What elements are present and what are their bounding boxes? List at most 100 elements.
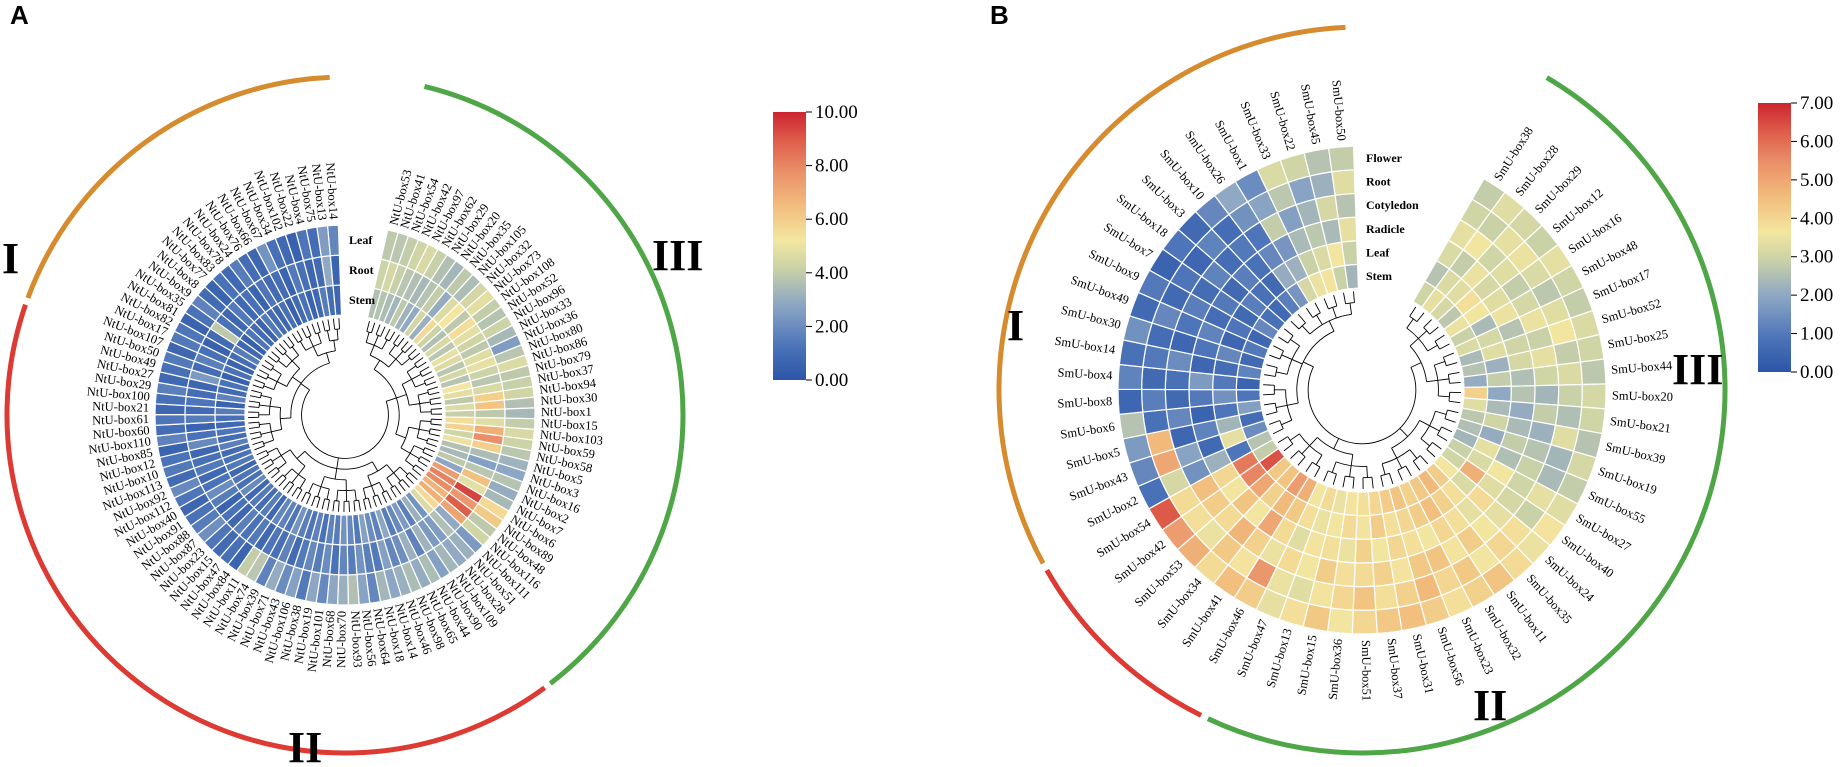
heatmap-cell-smu-box20-cotyledon <box>1533 384 1560 406</box>
tree-node-a <box>426 438 429 444</box>
heatmap-cell-smu-box8-cotyledon <box>1164 388 1191 411</box>
tree-branch-a <box>291 486 299 497</box>
heatmap-cell-ntu-box61-stem <box>214 414 246 423</box>
tree-branch-a <box>264 359 274 367</box>
tree-branch-a <box>388 344 396 354</box>
heatmap-cell-smu-box36-flower <box>1326 607 1354 635</box>
tree-branch-b <box>1349 303 1352 315</box>
tree-branch-b <box>1432 441 1442 450</box>
gene-label-smu-box6: SmU-box6 <box>1059 420 1115 442</box>
tree-branch-b <box>1291 359 1303 365</box>
heatmap-cell-ntu-box61-leaf <box>154 413 186 427</box>
tree-branch-a <box>369 345 375 356</box>
tree-branch-a <box>291 474 299 484</box>
tree-branch-b <box>1323 470 1329 482</box>
tree-branch-b <box>1315 454 1323 465</box>
tree-branch-a <box>430 402 442 405</box>
tree-node-a <box>270 458 274 464</box>
tree-branch-a <box>404 344 413 354</box>
tree-branch-a <box>425 381 437 386</box>
tree-branch-a <box>278 343 287 352</box>
gene-label-smu-box25: SmU-box25 <box>1607 327 1670 352</box>
tree-branch-b <box>1316 314 1323 325</box>
tree-branch-b <box>1263 384 1275 386</box>
tree-branch-a <box>259 422 270 426</box>
tree-branch-b <box>1447 409 1459 414</box>
tree-branch-b <box>1429 326 1439 335</box>
tree-branch-a <box>277 462 287 470</box>
colorbar-gradient-b <box>1758 103 1791 372</box>
tree-branch-a <box>388 358 397 368</box>
tree-node-a <box>416 420 421 438</box>
tree-branch-a <box>386 397 397 402</box>
tree-branch-b <box>1409 306 1417 317</box>
gene-label-smu-box17: SmU-box17 <box>1591 266 1653 302</box>
colorbar-tick-label: 1.00 <box>1800 324 1833 345</box>
tree-branch-b <box>1405 465 1412 477</box>
tree-branch-b <box>1323 298 1329 310</box>
tree-branch-a <box>431 408 442 410</box>
tree-node-a <box>429 399 432 405</box>
tree-branch-a <box>427 386 439 391</box>
tree-branch-b <box>1409 338 1419 347</box>
gene-label-smu-box8: SmU-box8 <box>1057 394 1112 411</box>
tree-branch-b <box>1435 410 1447 415</box>
heatmap-cell-ntu-box1-root <box>474 408 506 419</box>
tree-branch-a <box>300 383 310 391</box>
gene-label-smu-box20: SmU-box20 <box>1612 388 1673 404</box>
tree-branch-b <box>1290 450 1299 459</box>
tree-branch-b <box>1272 428 1284 435</box>
colorbar-tick-label: 8.00 <box>815 156 848 177</box>
tree-branch-a <box>365 332 370 343</box>
tree-branch-a <box>380 326 386 337</box>
gene-label-ntu-box68: NtU-box68 <box>320 610 338 668</box>
tree-branch-b <box>1406 318 1414 329</box>
tree-branch-a <box>362 488 367 499</box>
tree-branch-a <box>301 491 307 502</box>
tree-branch-b <box>1290 338 1300 347</box>
heatmap-cell-ntu-box14-leaf <box>326 224 341 257</box>
heatmap-cell-smu-box8-radicle <box>1188 388 1215 408</box>
tree-branch-a <box>291 346 300 356</box>
tree-node-a <box>306 491 311 495</box>
tree-node-b <box>1296 330 1335 404</box>
tree-branch-a <box>336 457 339 469</box>
gene-label-smu-box30: SmU-box30 <box>1060 303 1123 332</box>
tree-node-a <box>388 353 403 366</box>
tree-branch-a <box>416 437 428 442</box>
tree-branch-a <box>378 482 385 493</box>
gene-label-ntu-box56: NtU-box56 <box>359 609 379 667</box>
clade-arc-ii <box>4 303 547 756</box>
tree-branch-a <box>371 322 376 334</box>
tree-node-b <box>1274 403 1278 413</box>
tree-branch-b <box>1276 371 1288 375</box>
tree-branch-a <box>325 352 330 364</box>
heatmap-cells-b <box>1117 145 1607 635</box>
tree-branch-a <box>272 368 282 375</box>
tree-branch-a <box>271 351 280 359</box>
tree-branch-b <box>1439 343 1450 350</box>
tree-branch-a <box>338 318 340 329</box>
tree-node-b <box>1397 465 1406 471</box>
gene-label-ntu-box14: NtU-box14 <box>323 162 341 220</box>
tree-branch-b <box>1289 433 1300 441</box>
tree-branch-a <box>271 470 280 479</box>
heatmap-cell-ntu-box1-leaf <box>504 407 536 420</box>
heatmap-cell-smu-box44-flower <box>1579 358 1607 386</box>
tree-branch-a <box>400 447 411 454</box>
heatmap-cell-ntu-box61-root <box>184 414 216 425</box>
heatmap-cell-smu-box50-flower <box>1327 145 1355 173</box>
colorbar-tick-label: 10.00 <box>815 102 858 123</box>
colorbar-gradient-a <box>773 112 806 380</box>
heatmap-cell-smu-box6-cotyledon <box>1165 406 1194 431</box>
tree-branch-a <box>358 500 361 511</box>
tree-branch-b <box>1343 292 1347 304</box>
tree-branch-b <box>1269 420 1280 425</box>
tree-branch-a <box>249 395 261 399</box>
gene-label-ntu-box103: NtU-box103 <box>539 427 603 448</box>
tree-branch-a <box>267 466 277 475</box>
tree-branch-a <box>336 329 339 340</box>
tissue-label-radicle: Radicle <box>1366 222 1405 236</box>
tree-branch-a <box>367 475 372 486</box>
heatmap-cell-smu-box45-flower <box>1303 147 1333 177</box>
